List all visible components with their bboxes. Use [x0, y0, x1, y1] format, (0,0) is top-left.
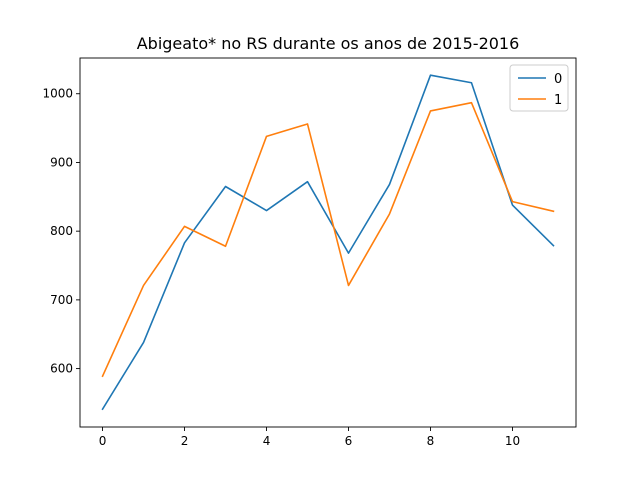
plot-frame: [79, 57, 577, 428]
legend-label-0: 0: [554, 72, 562, 87]
x-tick-label: 10: [505, 434, 520, 448]
series-line-0: [101, 74, 555, 411]
y-tick-label: 800: [50, 224, 73, 238]
chart-title: Abigeato* no RS durante os anos de 2015-…: [137, 34, 520, 53]
x-tick-label: 4: [263, 434, 271, 448]
legend: 01: [509, 64, 569, 112]
x-tick-label: 6: [345, 434, 353, 448]
y-tick-label: 700: [50, 293, 73, 307]
series-layer: [101, 74, 555, 411]
series-line-1: [101, 101, 555, 378]
legend-label-1: 1: [554, 93, 562, 108]
x-tick-label: 0: [99, 434, 107, 448]
y-tick-label: 900: [50, 155, 73, 169]
x-tick-label: 8: [427, 434, 435, 448]
y-tick-label: 1000: [42, 87, 73, 101]
y-tick-label: 600: [50, 362, 73, 376]
x-tick-label: 2: [181, 434, 189, 448]
